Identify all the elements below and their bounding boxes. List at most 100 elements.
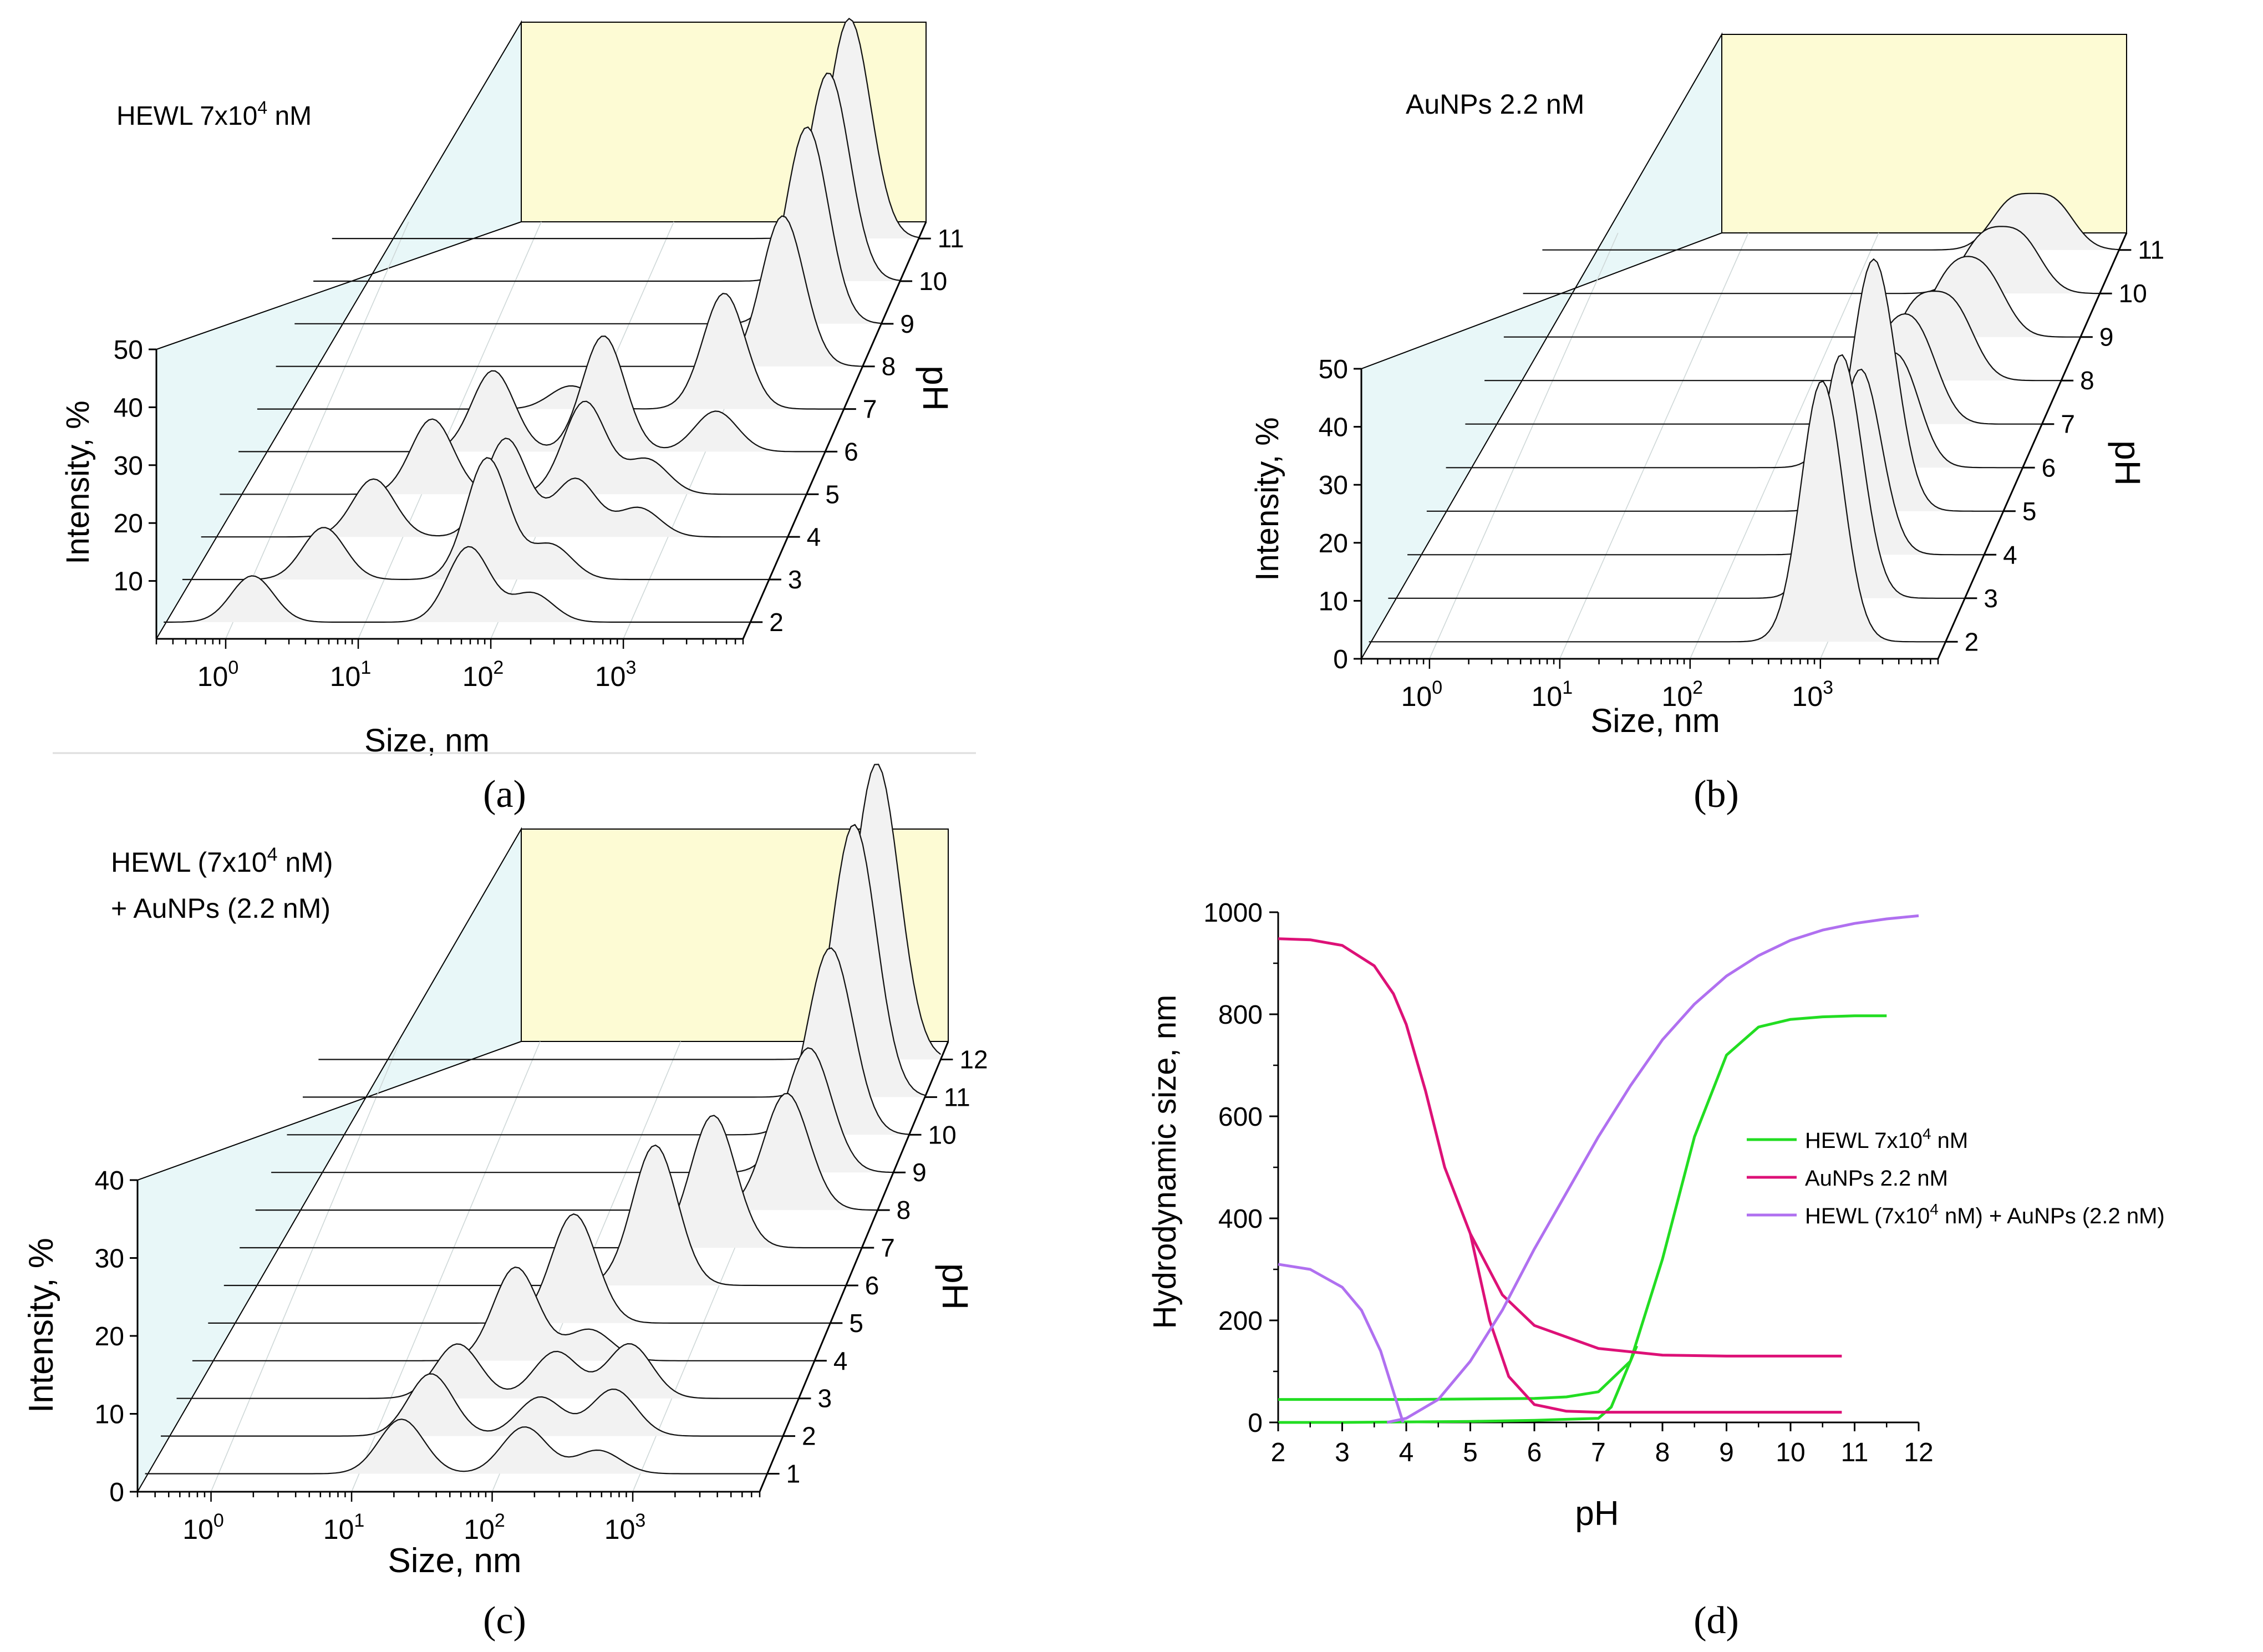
panel-b-phtick-label-7: 7 [2061,410,2075,439]
panel-b-ytick-label-50: 50 [1319,355,1348,384]
panel-d-ytick-label-800: 800 [1218,1000,1263,1030]
panel-a-ytick-label-30: 30 [114,451,143,481]
panel-a-phtick-label-9: 9 [900,309,914,338]
panel-c-ytick-label-30: 30 [95,1244,124,1274]
panel-a-ytick-label-50: 50 [114,336,143,365]
panel-b-phtick-label-2: 2 [1965,627,1979,656]
panel-d-series-line-5 [1278,1263,1405,1423]
panel-a-ridge-ph-7 [257,293,844,410]
panel-a-ridge-fill-ph-5 [220,401,807,495]
panel-c-xtick-label-2: 102 [464,1510,505,1545]
panel-c-phtick-label-4: 4 [833,1346,848,1375]
panel-c-phtick-label-12: 12 [959,1045,988,1074]
panel-a-grid-decade-0 [225,221,409,639]
panel-c-ytick-label-10: 10 [95,1400,124,1430]
panel-a-x-ticks: 100 101 102 103 [155,639,744,692]
panel-b-y-ticks: 0 10 20 30 40 50 [1319,355,1361,674]
panel-c-ridge-fill-ph-3 [176,1344,799,1399]
panel-c-grid-decade-0 [210,1041,400,1492]
panel-b-side-wall [1721,34,2127,233]
panel-b-ridge-fill-ph-11 [1542,193,2119,250]
panel-c-ridge-fill-ph-6 [223,1145,846,1285]
panel-b-annotation: AuNPs 2.2 nM [1406,89,1584,120]
panel-c-xlabel: Size, nm [388,1542,521,1580]
panel-c-ridge-fill-ph-8 [255,1093,878,1211]
panel-d-series [1278,914,1919,1424]
panel-a-ridge-ph-3 [182,457,769,581]
panel-c-caption: (c) [483,1599,526,1642]
panel-a-ridge-ph-6 [238,336,826,453]
panel-c-annotation: HEWL (7x104 nM) [111,844,333,878]
panel-d-legend: HEWL 7x104 nM AuNPs 2.2 nM HEWL (7x104 nM)… [1747,1125,2165,1228]
panel-b-ridge-ph-4 [1407,368,1985,556]
panel-a-z-axis [742,221,927,639]
panel-c-ridge-ph-10 [287,947,909,1136]
panel-c-ridge-fill-ph-9 [271,1048,894,1173]
panel-b-xtick-label-0: 100 [1401,677,1443,712]
panel-a-xtick-label-0: 100 [197,657,239,692]
panel-a-annotation: HEWL 7x104 nM [116,98,312,131]
panel-c-xtick-label-3: 103 [604,1510,646,1545]
panel-b-phtick-label-4: 4 [2003,540,2017,569]
panel-b-phtick-label-9: 9 [2099,323,2114,352]
panel-c-phtick-label-11: 11 [944,1082,970,1111]
panel-c-phtick-label-5: 5 [849,1309,863,1338]
panel-d-ytick-label-400: 400 [1218,1204,1263,1234]
panel-a-phtick-label-10: 10 [919,267,947,296]
panel-a-ridge-fill-ph-9 [294,127,882,324]
panel-b-ridge-ph-8 [1484,290,2062,382]
panel-c-phtick-label-10: 10 [928,1120,957,1149]
panel-d-xtick-label-4: 4 [1399,1438,1414,1467]
panel-a-ytick-label-40: 40 [114,393,143,423]
panel-c-ylabel: Intensity, % [22,1238,60,1413]
panel-d-series-line-2 [1278,937,1842,1358]
panel-b-xtick-label-2: 102 [1662,677,1703,712]
panel-c-ridge-fill-ph-7 [240,1115,862,1248]
panel-c-ridges [145,764,942,1475]
panel-c-y-ticks: 0 10 20 30 40 [95,1166,138,1507]
panel-c-ridge-fill-ph-1 [145,1419,767,1474]
panel-c-zlabel: pH [935,1263,976,1310]
panel-c-ytick-label-40: 40 [95,1166,124,1196]
panel-b-ridge-ph-2 [1369,380,1946,643]
panel-c-ridge-ph-7 [240,1115,862,1249]
panel-a-ridge-ph-2 [164,546,751,623]
panel-c-ridge-ph-9 [271,1047,894,1173]
panel-b-phtick-label-10: 10 [2119,279,2147,308]
panel-c-ridge-ph-6 [223,1144,846,1287]
panel-b-z-axis [1937,232,2128,659]
panel-d-caption: (d) [1694,1599,1739,1642]
panel-b-xlabel: Size, nm [1590,702,1720,739]
panel-b-ridge-ph-7 [1465,313,2042,425]
panel-a-phtick-label-6: 6 [844,437,858,466]
panel-c-phtick-label-7: 7 [881,1233,895,1262]
panel-d-x-ticks: 2 3 4 5 6 7 8 9 10 11 12 [1271,1422,1934,1467]
panel-b-ridge-ph-9 [1503,256,2081,338]
panel-a-zlabel: pH [916,365,955,411]
panel-a-xtick-label-1: 101 [330,657,372,692]
panel-b-ridge-ph-10 [1523,226,2100,294]
panel-a-ridge-fill-ph-2 [164,546,751,622]
panel-b-x-ticks: 100 101 102 103 [1360,659,1939,712]
panel-a-xtick-label-2: 102 [462,657,504,692]
panel-b-phtick-label-8: 8 [2080,366,2094,395]
panel-d-xtick-label-3: 3 [1335,1438,1350,1467]
panel-a-phtick-label-8: 8 [882,352,896,381]
panel-c-ridge-ph-8 [255,1092,878,1211]
panel-c-ridge-fill-ph-2 [161,1374,783,1436]
panel-a-y-ticks: 10 20 30 40 50 [114,336,156,597]
panel-a-ridge-fill-ph-8 [276,216,863,367]
panel-d-xtick-label-2: 2 [1271,1438,1286,1467]
panel-b-grid-decade-0 [1429,232,1619,659]
panel-c-ridge-ph-4 [192,1266,815,1361]
panel-c-ytick-label-0: 0 [109,1478,124,1507]
panel-a-xtick-label-3: 103 [595,657,637,692]
panel-d-series-line-1 [1278,1345,1639,1424]
panel-c-phtick-label-1: 1 [786,1460,801,1488]
panel-d-xtick-label-11: 11 [1841,1438,1869,1467]
